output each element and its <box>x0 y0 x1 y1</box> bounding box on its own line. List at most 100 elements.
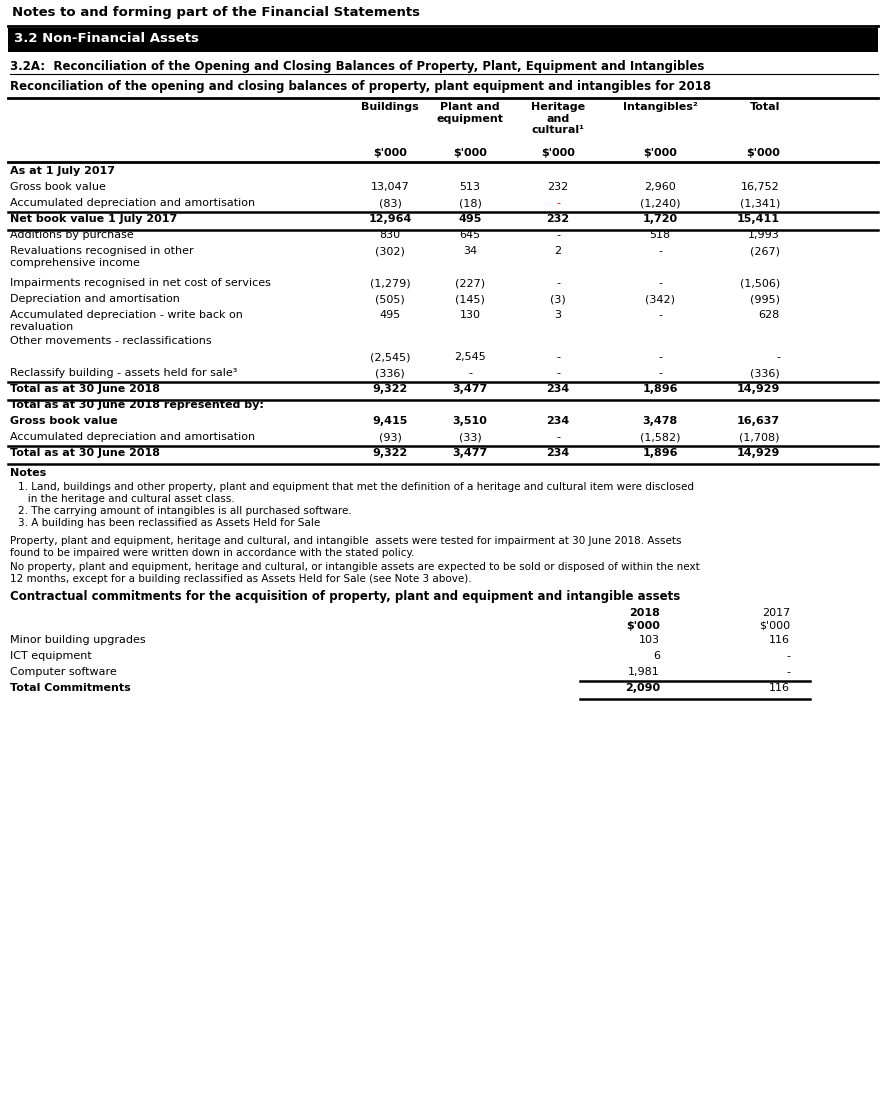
Text: 14,929: 14,929 <box>736 384 780 394</box>
Text: (227): (227) <box>455 278 485 288</box>
Text: 1,981: 1,981 <box>628 667 660 677</box>
Text: 1,896: 1,896 <box>642 384 678 394</box>
Text: 234: 234 <box>547 384 570 394</box>
Text: 1. Land, buildings and other property, plant and equipment that met the definiti: 1. Land, buildings and other property, p… <box>18 482 694 492</box>
Text: $'000: $'000 <box>373 148 407 158</box>
Text: Minor building upgrades: Minor building upgrades <box>10 635 145 645</box>
Text: Revaluations recognised in other
comprehensive income: Revaluations recognised in other compreh… <box>10 246 194 268</box>
Text: 9,322: 9,322 <box>372 448 408 458</box>
Text: (18): (18) <box>459 198 481 208</box>
Text: $'000: $'000 <box>453 148 487 158</box>
Text: (1,240): (1,240) <box>640 198 680 208</box>
Text: (33): (33) <box>459 432 481 442</box>
Text: Net book value 1 July 2017: Net book value 1 July 2017 <box>10 214 177 224</box>
Text: Accumulated depreciation - write back on
revaluation: Accumulated depreciation - write back on… <box>10 310 243 331</box>
Text: Total as at 30 June 2018 represented by:: Total as at 30 June 2018 represented by: <box>10 400 264 410</box>
Text: (1,506): (1,506) <box>740 278 780 288</box>
Text: 1,720: 1,720 <box>642 214 678 224</box>
Text: Gross book value: Gross book value <box>10 182 105 192</box>
Text: (505): (505) <box>375 294 405 304</box>
Text: 16,752: 16,752 <box>742 182 780 192</box>
Text: 13,047: 13,047 <box>370 182 409 192</box>
Text: Buildings: Buildings <box>361 102 419 112</box>
Text: Impairments recognised in net cost of services: Impairments recognised in net cost of se… <box>10 278 271 288</box>
Bar <box>8 28 878 52</box>
Text: (1,341): (1,341) <box>740 198 780 208</box>
Text: (1,582): (1,582) <box>640 432 680 442</box>
Text: 645: 645 <box>460 230 480 240</box>
Text: 232: 232 <box>547 214 570 224</box>
Text: 116: 116 <box>769 635 790 645</box>
Text: Plant and
equipment: Plant and equipment <box>437 102 503 124</box>
Text: 2,090: 2,090 <box>625 683 660 693</box>
Text: 116: 116 <box>769 683 790 693</box>
Text: -: - <box>786 651 790 661</box>
Text: Total as at 30 June 2018: Total as at 30 June 2018 <box>10 448 160 458</box>
Text: (267): (267) <box>750 246 780 256</box>
Text: Reclassify building - assets held for sale³: Reclassify building - assets held for sa… <box>10 368 237 378</box>
Text: 3,477: 3,477 <box>453 384 487 394</box>
Text: (83): (83) <box>378 198 401 208</box>
Text: No property, plant and equipment, heritage and cultural, or intangible assets ar: No property, plant and equipment, herita… <box>10 562 700 584</box>
Text: (1,279): (1,279) <box>369 278 410 288</box>
Text: 513: 513 <box>460 182 480 192</box>
Text: 130: 130 <box>460 310 480 320</box>
Text: -: - <box>556 278 560 288</box>
Text: Reconciliation of the opening and closing balances of property, plant equipment : Reconciliation of the opening and closin… <box>10 80 711 93</box>
Text: -: - <box>658 278 662 288</box>
Text: 495: 495 <box>379 310 400 320</box>
Text: Notes: Notes <box>10 468 46 478</box>
Text: -: - <box>556 352 560 362</box>
Text: $'000: $'000 <box>759 620 790 631</box>
Text: Total Commitments: Total Commitments <box>10 683 131 693</box>
Text: Gross book value: Gross book value <box>10 416 118 426</box>
Text: $'000: $'000 <box>643 148 677 158</box>
Text: -: - <box>776 352 780 362</box>
Text: 234: 234 <box>547 448 570 458</box>
Text: 2,960: 2,960 <box>644 182 676 192</box>
Text: 103: 103 <box>639 635 660 645</box>
Text: -: - <box>468 368 472 378</box>
Text: 3.2 Non-Financial Assets: 3.2 Non-Financial Assets <box>14 32 198 45</box>
Text: (3): (3) <box>550 294 566 304</box>
Text: 3,478: 3,478 <box>642 416 678 426</box>
Text: Contractual commitments for the acquisition of property, plant and equipment and: Contractual commitments for the acquisit… <box>10 590 680 603</box>
Text: -: - <box>786 667 790 677</box>
Text: (1,708): (1,708) <box>740 432 780 442</box>
Text: Other movements - reclassifications: Other movements - reclassifications <box>10 336 212 346</box>
Text: 3. A building has been reclassified as Assets Held for Sale: 3. A building has been reclassified as A… <box>18 518 320 528</box>
Text: 2017: 2017 <box>762 608 790 618</box>
Text: -: - <box>556 432 560 442</box>
Text: (336): (336) <box>750 368 780 378</box>
Text: -: - <box>556 198 560 208</box>
Text: Additions by purchase: Additions by purchase <box>10 230 134 240</box>
Text: 628: 628 <box>758 310 780 320</box>
Text: 518: 518 <box>649 230 671 240</box>
Text: 232: 232 <box>548 182 569 192</box>
Text: Computer software: Computer software <box>10 667 117 677</box>
Text: 2,545: 2,545 <box>455 352 486 362</box>
Text: Notes to and forming part of the Financial Statements: Notes to and forming part of the Financi… <box>12 6 420 19</box>
Text: 6: 6 <box>653 651 660 661</box>
Text: 3,477: 3,477 <box>453 448 487 458</box>
Text: Heritage
and
cultural¹: Heritage and cultural¹ <box>531 102 585 135</box>
Text: 34: 34 <box>463 246 477 256</box>
Text: $'000: $'000 <box>541 148 575 158</box>
Text: 9,415: 9,415 <box>372 416 408 426</box>
Text: in the heritage and cultural asset class.: in the heritage and cultural asset class… <box>18 494 235 504</box>
Text: 1,993: 1,993 <box>749 230 780 240</box>
Text: 16,637: 16,637 <box>737 416 780 426</box>
Text: 2018: 2018 <box>629 608 660 618</box>
Text: 14,929: 14,929 <box>736 448 780 458</box>
Text: 9,322: 9,322 <box>372 384 408 394</box>
Text: (995): (995) <box>750 294 780 304</box>
Text: -: - <box>658 310 662 320</box>
Text: As at 1 July 2017: As at 1 July 2017 <box>10 166 115 176</box>
Text: -: - <box>556 368 560 378</box>
Text: Accumulated depreciation and amortisation: Accumulated depreciation and amortisatio… <box>10 432 255 442</box>
Text: 3: 3 <box>555 310 562 320</box>
Text: (145): (145) <box>455 294 485 304</box>
Text: (2,545): (2,545) <box>369 352 410 362</box>
Text: (93): (93) <box>378 432 401 442</box>
Text: ICT equipment: ICT equipment <box>10 651 92 661</box>
